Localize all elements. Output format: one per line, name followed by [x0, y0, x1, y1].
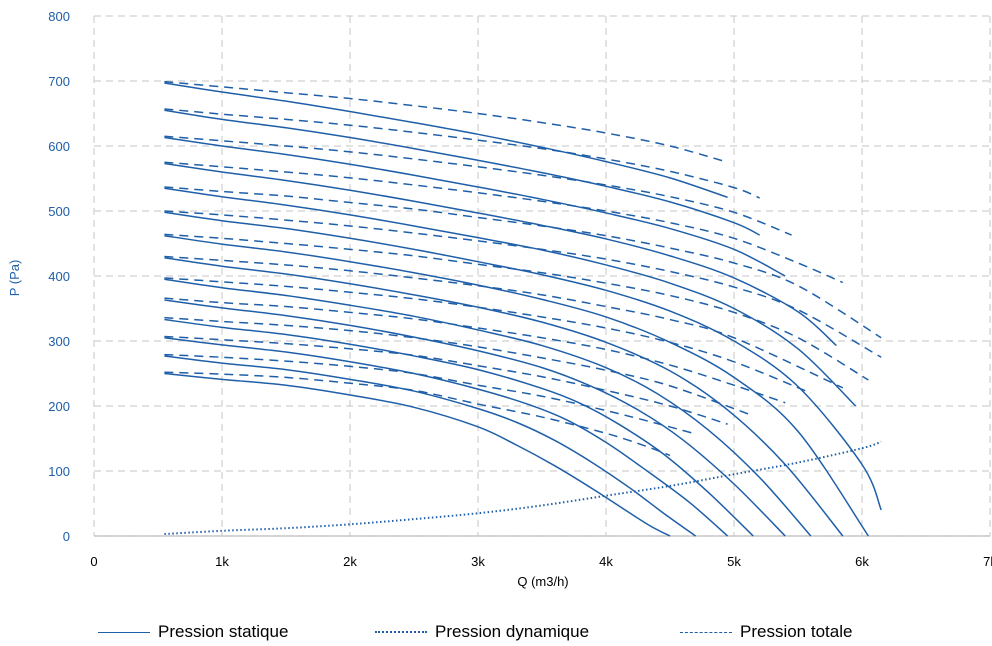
static-pressure-line — [164, 187, 857, 407]
legend: Pression statique Pression dynamique Pre… — [0, 620, 992, 644]
x-tick-label: 5k — [727, 554, 741, 569]
static-pressure-line — [164, 109, 760, 236]
static-pressure-line — [164, 82, 728, 199]
series-group — [164, 80, 882, 537]
total-pressure-line — [164, 210, 882, 358]
total-pressure-line — [164, 186, 882, 339]
total-pressure-line — [164, 371, 671, 457]
static-pressure-line — [164, 136, 786, 277]
y-tick-label: 300 — [48, 334, 70, 349]
total-pressure-line — [164, 297, 786, 404]
total-pressure-line — [164, 80, 728, 163]
y-tick-label: 800 — [48, 9, 70, 24]
static-pressure-line — [164, 278, 812, 537]
legend-item-static[interactable]: Pression statique — [98, 620, 288, 644]
static-pressure-line — [164, 299, 786, 537]
y-axis-label: P (Pa) — [7, 260, 22, 297]
total-pressure-line — [164, 135, 792, 236]
legend-item-total[interactable]: Pression totale — [680, 620, 852, 644]
legend-dotted-line-icon — [375, 631, 427, 633]
static-pressure-line — [164, 355, 697, 537]
y-tick-label: 700 — [48, 74, 70, 89]
y-tick-label: 500 — [48, 204, 70, 219]
static-pressure-line — [164, 162, 837, 347]
grid-lines — [93, 15, 991, 537]
x-tick-label: 3k — [471, 554, 485, 569]
tick-labels: 0 100 200 300 400 500 600 700 800 0 1k 2k 3k 4k 5k 6k 7k — [48, 9, 992, 569]
x-tick-label: 1k — [215, 554, 229, 569]
x-axis-label: Q (m3/h) — [517, 574, 568, 589]
total-pressure-line — [164, 233, 869, 381]
legend-label-total: Pression totale — [740, 622, 853, 641]
x-tick-label: 7k — [983, 554, 992, 569]
dynamic-pressure-line — [164, 440, 882, 536]
static-pressure-line — [164, 337, 729, 537]
legend-label-dynamic: Pression dynamique — [435, 622, 590, 641]
static-pressure-line — [164, 211, 882, 511]
static-pressure-line — [164, 372, 671, 537]
x-tick-label: 2k — [343, 554, 357, 569]
total-pressure-line — [164, 316, 754, 417]
total-pressure-line — [164, 108, 760, 199]
chart-area: 0 100 200 300 400 500 600 700 800 0 1k 2k 3k 4k 5k 6k 7k… — [7, 9, 992, 589]
x-tick-label: 4k — [599, 554, 613, 569]
legend-solid-line-icon — [98, 631, 150, 633]
total-pressure-line — [164, 353, 696, 435]
y-tick-label: 600 — [48, 139, 70, 154]
y-tick-label: 0 — [63, 529, 70, 544]
static-pressure-line — [164, 257, 844, 537]
static-pressure-line — [164, 318, 754, 537]
y-tick-label: 200 — [48, 399, 70, 414]
legend-dashed-line-icon — [680, 631, 732, 633]
legend-label-static: Pression statique — [158, 622, 289, 641]
x-tick-label: 6k — [855, 554, 869, 569]
y-tick-label: 400 — [48, 269, 70, 284]
static-pressure-line — [164, 234, 870, 537]
total-pressure-line — [164, 161, 844, 284]
legend-item-dynamic[interactable]: Pression dynamique — [375, 620, 589, 644]
x-tick-label: 0 — [90, 554, 97, 569]
total-pressure-line — [164, 335, 728, 425]
y-tick-label: 100 — [48, 464, 70, 479]
